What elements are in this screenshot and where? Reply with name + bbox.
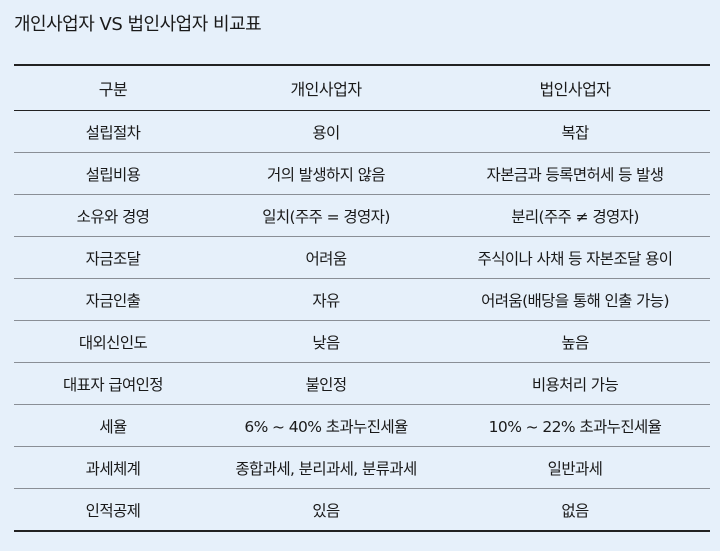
table-row: 세율 6% ~ 40% 초과누진세율 10% ~ 22% 초과누진세율 bbox=[14, 405, 710, 447]
corporate-cell: 없음 bbox=[561, 501, 589, 520]
individual-cell: 있음 bbox=[312, 501, 340, 520]
table-header-row: 구분 개인사업자 법인사업자 bbox=[14, 65, 710, 111]
comparison-table: 구분 개인사업자 법인사업자 설립절차 용이 복잡 설립비용 거의 발생하지 않… bbox=[14, 64, 710, 532]
row-label: 과세체계 bbox=[85, 459, 141, 478]
table-row: 소유와 경영 일치(주주 = 경영자) 분리(주주 ≠ 경영자) bbox=[14, 195, 710, 237]
table-row: 자금인출 자유 어려움(배당을 통해 인출 가능) bbox=[14, 279, 710, 321]
column-header-individual: 개인사업자 bbox=[290, 80, 362, 99]
row-label: 설립비용 bbox=[85, 165, 141, 184]
individual-cell: 6% ~ 40% 초과누진세율 bbox=[244, 417, 408, 436]
row-label: 인적공제 bbox=[85, 501, 141, 520]
individual-cell: 거의 발생하지 않음 bbox=[267, 165, 386, 184]
row-label: 소유와 경영 bbox=[76, 207, 150, 226]
table-row: 설립절차 용이 복잡 bbox=[14, 111, 710, 153]
corporate-cell: 10% ~ 22% 초과누진세율 bbox=[488, 417, 662, 436]
corporate-cell: 어려움(배당을 통해 인출 가능) bbox=[481, 291, 669, 310]
individual-cell: 자유 bbox=[312, 291, 340, 310]
corporate-cell: 비용처리 가능 bbox=[531, 375, 619, 394]
row-label: 대표자 급여인정 bbox=[63, 375, 164, 394]
page-title: 개인사업자 VS 법인사업자 비교표 bbox=[14, 14, 262, 35]
row-label: 설립절차 bbox=[85, 123, 141, 142]
table-row: 대표자 급여인정 불인정 비용처리 가능 bbox=[14, 363, 710, 405]
corporate-cell: 자본금과 등록면허세 등 발생 bbox=[486, 165, 665, 184]
corporate-cell: 복잡 bbox=[561, 123, 589, 142]
row-label: 자금인출 bbox=[85, 291, 141, 310]
corporate-cell: 높음 bbox=[561, 333, 589, 352]
row-label: 세율 bbox=[99, 417, 127, 436]
individual-cell: 낮음 bbox=[312, 333, 340, 352]
table-row: 과세체계 종합과세, 분리과세, 분류과세 일반과세 bbox=[14, 447, 710, 489]
individual-cell: 용이 bbox=[312, 123, 340, 142]
individual-cell: 일치(주주 = 경영자) bbox=[262, 207, 390, 226]
table-row: 대외신인도 낮음 높음 bbox=[14, 321, 710, 363]
individual-cell: 종합과세, 분리과세, 분류과세 bbox=[235, 459, 417, 478]
row-label: 자금조달 bbox=[85, 249, 141, 268]
column-header-corporate: 법인사업자 bbox=[539, 80, 611, 99]
corporate-cell: 분리(주주 ≠ 경영자) bbox=[511, 207, 639, 226]
individual-cell: 어려움 bbox=[305, 249, 348, 268]
individual-cell: 불인정 bbox=[305, 375, 348, 394]
column-header-category: 구분 bbox=[98, 80, 128, 99]
table-row: 인적공제 있음 없음 bbox=[14, 489, 710, 531]
table-row: 자금조달 어려움 주식이나 사채 등 자본조달 용이 bbox=[14, 237, 710, 279]
row-label: 대외신인도 bbox=[78, 333, 148, 352]
table-row: 설립비용 거의 발생하지 않음 자본금과 등록면허세 등 발생 bbox=[14, 153, 710, 195]
corporate-cell: 일반과세 bbox=[547, 459, 603, 478]
corporate-cell: 주식이나 사채 등 자본조달 용이 bbox=[477, 249, 673, 268]
